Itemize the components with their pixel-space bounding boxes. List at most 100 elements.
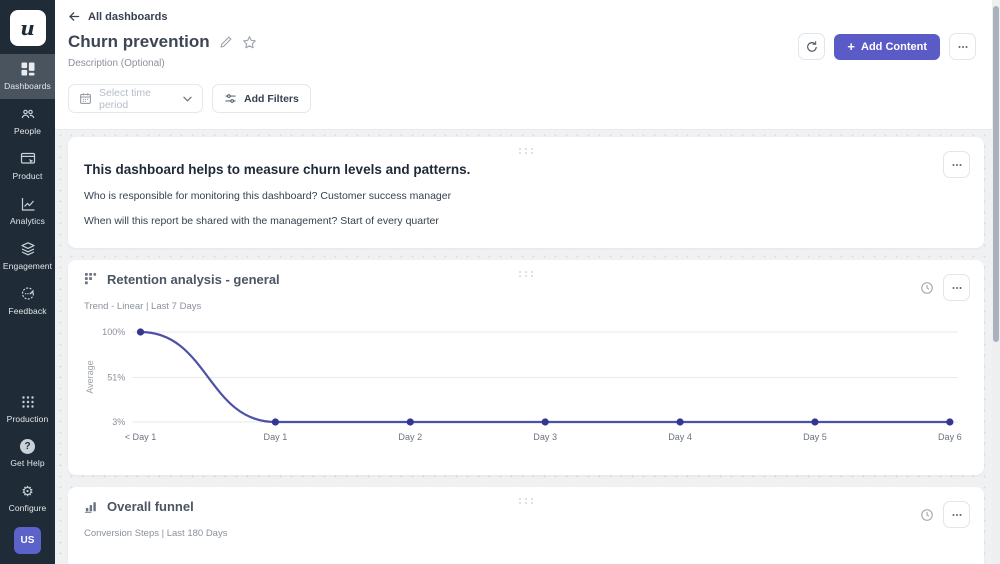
note-line: Who is responsible for monitoring this d… [84, 190, 452, 202]
header-more-button[interactable] [949, 33, 976, 60]
more-dots-icon [950, 508, 964, 522]
svg-text:Day 5: Day 5 [803, 432, 827, 442]
note-more-button[interactable] [943, 151, 970, 178]
logo-letter: u [20, 16, 35, 40]
production-grid-icon [20, 394, 36, 410]
page-header: All dashboards Churn prevention Descript… [55, 0, 1000, 130]
clock-icon[interactable] [920, 508, 934, 522]
funnel-more-button[interactable] [943, 501, 970, 528]
help-glyph: ? [24, 441, 31, 452]
help-icon: ? [20, 439, 35, 454]
time-period-select[interactable]: Select time period [68, 84, 203, 113]
engagement-icon [20, 241, 36, 257]
back-link[interactable]: All dashboards [68, 10, 976, 23]
star-icon[interactable] [242, 35, 257, 50]
back-arrow-icon [68, 10, 81, 23]
sidebar-item-label: Engagement [2, 261, 53, 271]
sidebar-item-engagement[interactable]: Engagement [0, 234, 55, 279]
header-actions: + Add Content [798, 33, 976, 60]
retention-more-button[interactable] [943, 274, 970, 301]
note-heading: This dashboard helps to measure churn le… [84, 162, 471, 177]
more-dots-icon [956, 40, 970, 54]
drag-handle-icon[interactable] [518, 265, 534, 283]
app-logo[interactable]: u [9, 10, 46, 46]
refresh-button[interactable] [798, 33, 826, 60]
edit-pencil-icon[interactable] [219, 35, 233, 49]
avatar-initials: US [20, 535, 35, 546]
funnel-card-subtitle: Conversion Steps | Last 180 Days [84, 528, 228, 539]
more-dots-icon [950, 281, 964, 295]
sidebar-item-get-help[interactable]: ? Get Help [0, 432, 55, 476]
refresh-icon [805, 40, 819, 54]
dashboard-canvas: This dashboard helps to measure churn le… [55, 130, 1000, 564]
sidebar-item-label: Product [12, 171, 43, 181]
sidebar-item-production[interactable]: Production [0, 387, 55, 432]
drag-handle-icon[interactable] [518, 142, 534, 160]
svg-text:100%: 100% [102, 327, 125, 337]
svg-text:3%: 3% [112, 417, 125, 427]
add-filters-button[interactable]: Add Filters [212, 84, 311, 113]
clock-icon[interactable] [920, 281, 934, 295]
sidebar-item-label: Configure [8, 503, 47, 513]
user-avatar[interactable]: US [14, 527, 41, 554]
svg-text:Day 4: Day 4 [668, 432, 692, 442]
sidebar-item-product[interactable]: Product [0, 144, 55, 189]
add-filters-label: Add Filters [244, 92, 299, 105]
svg-text:< Day 1: < Day 1 [125, 432, 157, 442]
funnel-bars-icon [84, 499, 99, 514]
note-card: This dashboard helps to measure churn le… [68, 137, 984, 248]
retention-card-subtitle: Trend - Linear | Last 7 Days [84, 301, 202, 312]
scrollbar-thumb[interactable] [993, 6, 999, 342]
title-row: Churn prevention [68, 32, 976, 52]
calendar-icon [79, 92, 92, 105]
funnel-card: Overall funnel Conversion Steps | Last 1… [68, 487, 984, 564]
product-icon [20, 151, 36, 167]
scrollbar-track[interactable] [992, 0, 1000, 564]
analytics-icon [20, 196, 36, 212]
retention-card-actions [920, 274, 970, 301]
sidebar-item-label: Get Help [10, 458, 45, 468]
sidebar-item-label: Dashboards [4, 81, 51, 91]
retention-card-header: Retention analysis - general [84, 272, 968, 287]
sidebar-item-feedback[interactable]: Feedback [0, 279, 55, 324]
svg-text:Day 6: Day 6 [938, 432, 962, 442]
sidebar-item-label: Feedback [8, 306, 47, 316]
funnel-card-header: Overall funnel [84, 499, 968, 514]
description-placeholder[interactable]: Description (Optional) [68, 58, 165, 69]
chevron-down-icon [183, 96, 192, 102]
funnel-card-title: Overall funnel [107, 499, 194, 514]
sidebar-item-configure[interactable]: ⚙ Configure [0, 476, 55, 521]
main-area: All dashboards Churn prevention Descript… [55, 0, 1000, 564]
sidebar-item-people[interactable]: People [0, 99, 55, 144]
funnel-card-actions [920, 501, 970, 528]
svg-text:Day 3: Day 3 [533, 432, 557, 442]
sidebar-item-label: People [13, 126, 42, 136]
svg-text:Day 1: Day 1 [264, 432, 288, 442]
time-period-placeholder: Select time period [99, 86, 151, 111]
drag-handle-icon[interactable] [518, 492, 534, 510]
sidebar-item-label: Production [6, 414, 49, 424]
page-title: Churn prevention [68, 32, 210, 51]
retention-cohort-icon [84, 272, 99, 287]
retention-card: Retention analysis - general Trend - Lin… [68, 260, 984, 475]
retention-chart: 100% 51% 3% Average < Day 1 Day 1 Day 2 Day 3 Da… [85, 327, 962, 442]
sidebar-item-label: Analytics [10, 216, 45, 226]
add-content-button[interactable]: + Add Content [834, 33, 940, 60]
plus-icon: + [847, 39, 856, 54]
feedback-icon [20, 286, 36, 302]
more-dots-icon [950, 158, 964, 172]
sidebar-item-dashboards[interactable]: Dashboards [0, 54, 55, 99]
note-line: When will this report be shared with the… [84, 215, 439, 227]
filter-sliders-icon [224, 92, 237, 105]
back-label: All dashboards [88, 10, 168, 23]
svg-text:51%: 51% [107, 373, 125, 383]
svg-text:Day 2: Day 2 [398, 432, 422, 442]
gear-glyph: ⚙ [21, 483, 34, 499]
dashboards-icon [20, 61, 36, 77]
gear-icon: ⚙ [20, 483, 36, 499]
retention-chart-area: 100% 51% 3% Average < Day 1 Day 1 Day 2 Day 3 Da… [84, 320, 968, 446]
filter-row: Select time period Add Filters [68, 84, 976, 113]
people-icon [20, 106, 36, 122]
sidebar-item-analytics[interactable]: Analytics [0, 189, 55, 234]
